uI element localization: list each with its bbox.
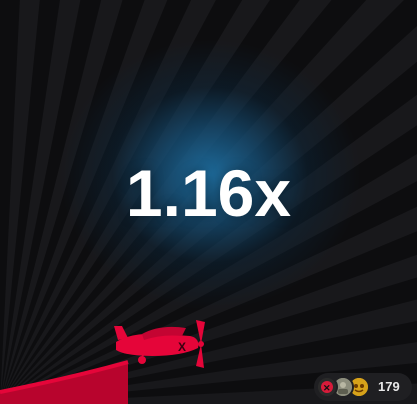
active-bets-count: 179 <box>378 379 400 394</box>
player-avatar-3 <box>348 376 370 398</box>
multiplier-display: 1.16x <box>125 156 292 230</box>
svg-text:X: X <box>178 340 186 354</box>
flight-curve-line <box>0 360 129 394</box>
player-avatar-2 <box>332 376 354 398</box>
player-avatar-1: ✕ <box>316 376 338 398</box>
svg-text:✕: ✕ <box>323 383 331 393</box>
plane-icon: X <box>114 320 205 368</box>
active-players-indicator[interactable]: ✕ 179 <box>314 373 412 401</box>
